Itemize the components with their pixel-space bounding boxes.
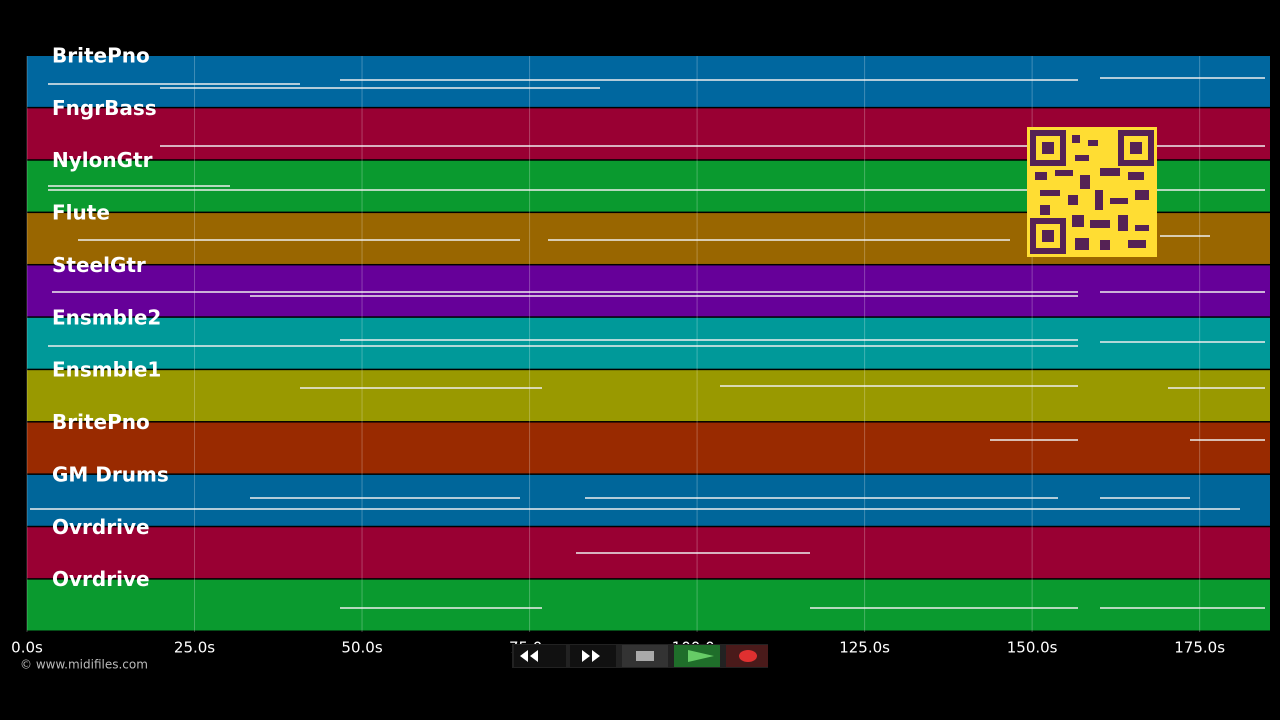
track-row — [27, 370, 1270, 422]
track-row — [27, 579, 1270, 631]
track-label: BritePno — [52, 410, 150, 434]
time-tick-label: 0.0s — [11, 639, 43, 657]
track-row — [27, 422, 1270, 474]
transport-controls — [512, 644, 768, 668]
stop-button[interactable] — [622, 645, 668, 667]
record-button[interactable] — [726, 645, 768, 667]
track-label: FngrBass — [52, 96, 157, 120]
track-row — [27, 474, 1270, 526]
note-lines — [48, 339, 1265, 347]
time-tick-label: 175.0s — [1174, 639, 1225, 657]
track-label: GM Drums — [52, 462, 169, 486]
track-label: Ensmble2 — [52, 305, 161, 329]
track-label: SteelGtr — [52, 253, 146, 277]
time-tick-label: 125.0s — [839, 639, 890, 657]
track-label: BritePno — [52, 44, 150, 68]
notes — [30, 77, 1265, 609]
track-row — [27, 265, 1270, 317]
qr-code — [1027, 127, 1157, 257]
time-tick-label: 25.0s — [174, 639, 215, 657]
note-lines — [30, 497, 1240, 510]
track-label: Ensmble1 — [52, 358, 161, 382]
rewind-button[interactable] — [514, 645, 566, 667]
track-label: Ovrdrive — [52, 515, 150, 539]
copyright: © www.midifiles.com — [20, 658, 148, 672]
note-lines — [300, 385, 1265, 389]
track-label: Ovrdrive — [52, 567, 150, 591]
fast-forward-button[interactable] — [570, 645, 616, 667]
track-label: NylonGtr — [52, 148, 153, 172]
time-tick-label: 150.0s — [1007, 639, 1058, 657]
note-lines — [78, 235, 1210, 241]
time-tick-label: 50.0s — [341, 639, 382, 657]
play-button[interactable] — [674, 645, 720, 667]
note-lines — [48, 77, 1265, 89]
note-lines — [52, 291, 1265, 297]
track-label: Flute — [52, 201, 110, 225]
track-row — [27, 317, 1270, 369]
track-row — [27, 56, 1270, 107]
